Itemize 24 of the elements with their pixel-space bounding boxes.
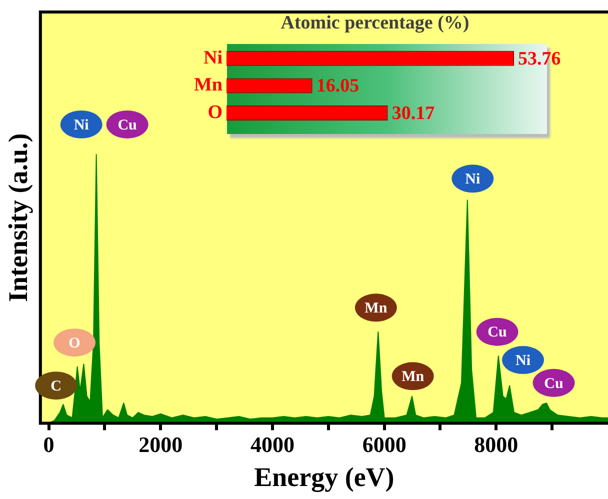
x-tick-label: 8000	[474, 432, 518, 458]
chart-title: Atomic percentage (%)	[280, 12, 470, 34]
y-tick-label: Ni	[204, 47, 222, 68]
data-label: 16.05	[316, 76, 360, 97]
x-tick-label: 4000	[250, 432, 294, 458]
y-axis-title: Intensity (a.u.)	[3, 133, 34, 302]
annotation: Cu	[488, 324, 507, 341]
data-label: 53.76	[518, 48, 561, 70]
x-tick-label: 6000	[362, 432, 406, 458]
y-tick-label: Mn	[194, 74, 223, 96]
annotation: Mn	[364, 300, 388, 317]
annotation: C	[50, 378, 62, 394]
annotation: O	[68, 335, 80, 352]
x-tick-label: 2000	[138, 432, 183, 458]
annotation: Mn	[402, 369, 425, 386]
y-tick-label: O	[208, 102, 222, 123]
x-axis-title: Energy (eV)	[254, 462, 394, 492]
x-tick-label: 0	[43, 432, 54, 458]
annotation: Cu	[544, 376, 564, 392]
annotation: Ni	[74, 117, 89, 134]
annotation: Cu	[118, 117, 137, 134]
annotation: Ni	[465, 172, 480, 188]
data-label: 30.17	[392, 102, 436, 124]
annotation: Ni	[516, 352, 530, 369]
